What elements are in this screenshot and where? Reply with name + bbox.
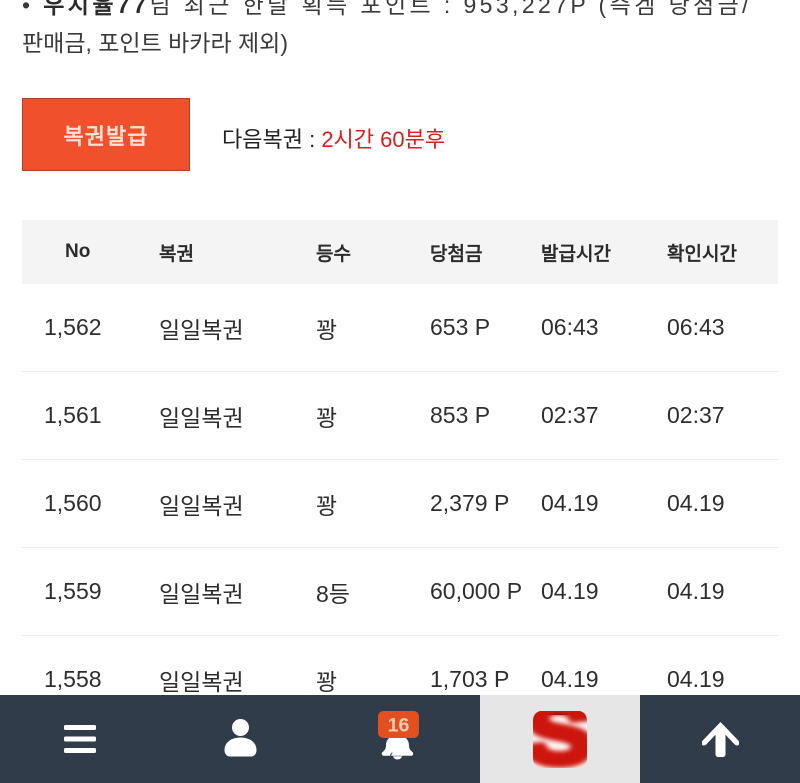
- svg-text:S: S: [531, 710, 589, 769]
- svg-text:16: 16: [387, 715, 409, 737]
